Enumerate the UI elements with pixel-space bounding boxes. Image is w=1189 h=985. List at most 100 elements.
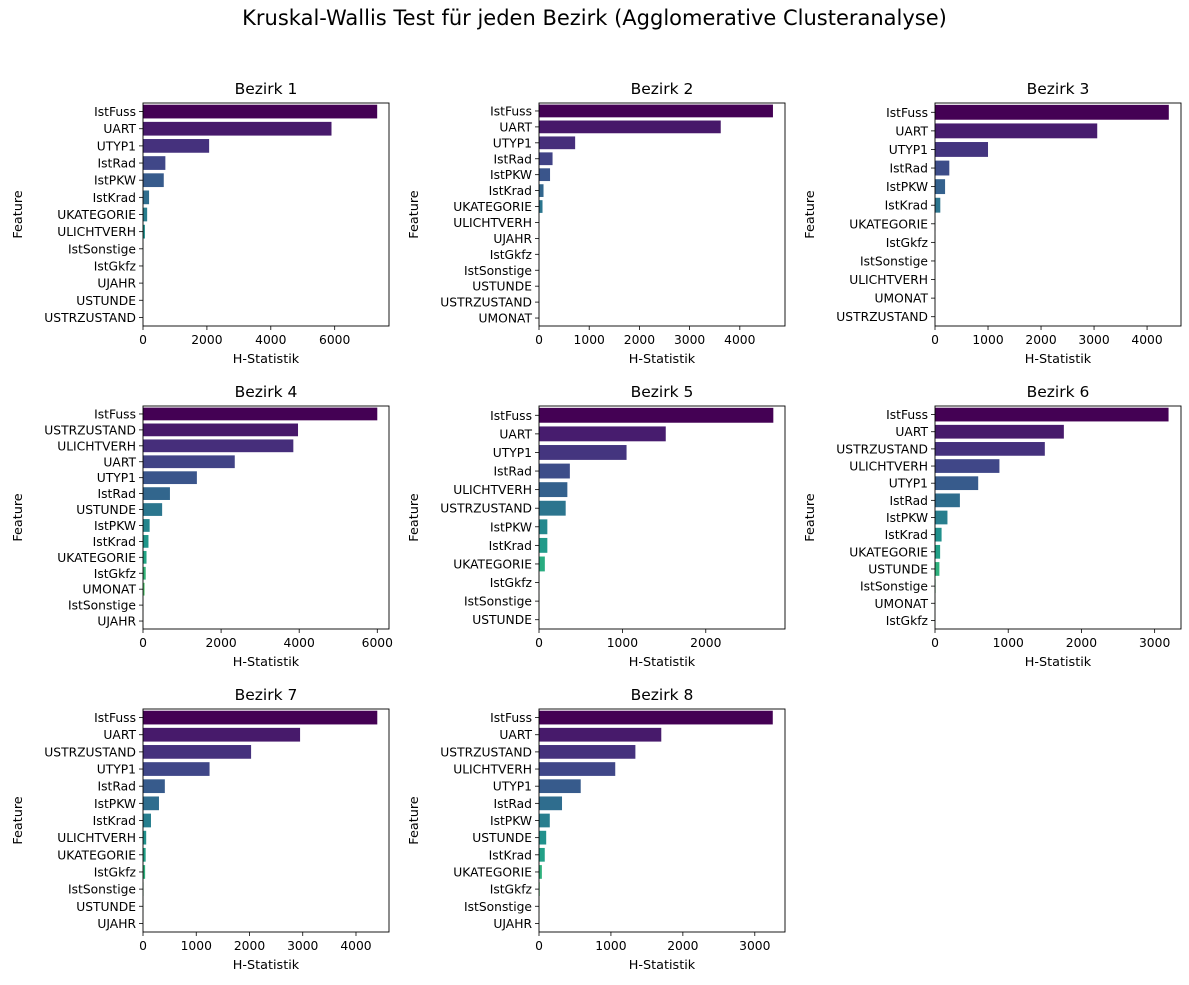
bar (935, 197, 941, 213)
x-tick-label: 0 (139, 636, 147, 650)
y-tick-label: IstSonstige (68, 599, 136, 613)
x-tick-label: 0 (139, 939, 147, 953)
bar (935, 160, 950, 176)
bar (539, 779, 581, 794)
x-tick-label: 2000 (234, 939, 265, 953)
y-tick-label: UMONAT (875, 597, 929, 611)
y-tick-label: USTUNDE (472, 613, 532, 627)
y-tick-label: IstKrad (489, 848, 532, 862)
bar (539, 152, 553, 166)
x-tick-label: 6000 (362, 636, 393, 650)
y-tick-label: IstSonstige (68, 242, 136, 256)
y-tick-label: IstPKW (886, 180, 928, 194)
y-tick-label: UKATEGORIE (453, 557, 532, 571)
subplot-6: IstFuss UART USTRZUSTAND ULICHTVERH UTYP1 Ist… (803, 383, 1182, 670)
bar (935, 104, 1169, 120)
bar (539, 445, 627, 460)
y-tick-label: USTRZUSTAND (440, 502, 532, 516)
x-tick-label: 4000 (724, 333, 755, 347)
bar (143, 779, 165, 794)
x-axis-label: H-Statistik (233, 958, 300, 973)
y-tick-label: IstSonstige (464, 900, 532, 914)
y-tick-label: IstSonstige (860, 254, 928, 268)
bar (143, 535, 149, 548)
y-tick-label: IstFuss (490, 104, 532, 118)
bar (143, 727, 301, 742)
y-tick-label: IstRad (98, 780, 136, 794)
bar (539, 482, 568, 498)
bar (143, 830, 147, 845)
subplot-3: IstFuss UART UTYP1 IstRad IstPKW IstKrad UKATE… (803, 80, 1182, 367)
subplot-1: IstFuss UART UTYP1 IstRad IstPKW IstKrad UKATE… (11, 80, 390, 367)
y-tick-label: IstSonstige (860, 580, 928, 594)
bar (143, 139, 210, 153)
y-axis-label: Feature (11, 190, 26, 238)
bar (539, 136, 576, 150)
x-tick-label: 2000 (1066, 636, 1097, 650)
bar (935, 459, 1000, 473)
y-tick-label: IstGkfz (94, 865, 136, 879)
x-tick-label: 1000 (181, 939, 212, 953)
x-tick-label: 2000 (1025, 333, 1056, 347)
x-tick-label: 2000 (690, 636, 721, 650)
x-tick-label: 3000 (287, 939, 318, 953)
y-tick-label: USTRZUSTAND (836, 442, 928, 456)
y-tick-label: UART (499, 120, 532, 134)
bar (143, 710, 378, 725)
y-tick-label: IstFuss (94, 711, 136, 725)
y-tick-label: UTYP1 (493, 780, 532, 794)
bar (935, 544, 941, 559)
y-tick-label: UART (103, 455, 136, 469)
y-tick-label: USTRZUSTAND (44, 423, 136, 437)
x-tick-label: 3000 (674, 333, 705, 347)
x-axis-label: H-Statistik (1025, 352, 1092, 367)
y-tick-label: ULICHTVERH (57, 439, 136, 453)
y-tick-label: UKATEGORIE (849, 545, 928, 559)
y-tick-label: USTRZUSTAND (440, 296, 532, 310)
y-tick-label: UART (895, 425, 928, 439)
y-tick-label: IstRad (494, 152, 532, 166)
x-axis-label: H-Statistik (233, 655, 300, 670)
subplot-7: IstFuss UART USTRZUSTAND UTYP1 IstRad IstPKW I… (11, 686, 390, 973)
y-tick-label: USTUNDE (76, 503, 136, 517)
x-tick-label: 0 (535, 939, 543, 953)
bar (539, 519, 548, 535)
axes-frame (142, 102, 390, 327)
x-axis-label: H-Statistik (629, 655, 696, 670)
y-tick-label: UJAHR (97, 615, 136, 629)
y-tick-label: UKATEGORIE (57, 208, 136, 222)
y-tick-label: IstFuss (886, 408, 928, 422)
bar (935, 424, 1064, 439)
x-tick-label: 0 (931, 636, 939, 650)
bar (539, 500, 566, 516)
y-tick-label: UTYP1 (97, 763, 136, 777)
x-tick-label: 3000 (739, 939, 770, 953)
bar (539, 200, 543, 213)
axes-frame (934, 405, 1182, 630)
bar (935, 179, 946, 195)
y-tick-label: ULICHTVERH (453, 763, 532, 777)
y-tick-label: USTRZUSTAND (44, 311, 136, 325)
x-axis-label: H-Statistik (629, 352, 696, 367)
bar (143, 224, 145, 239)
bar (539, 120, 721, 134)
x-tick-label: 2000 (191, 333, 222, 347)
y-tick-label: IstGkfz (490, 248, 532, 262)
y-tick-label: UART (103, 728, 136, 742)
y-tick-label: UTYP1 (493, 446, 532, 460)
bar (935, 562, 940, 576)
y-tick-label: IstPKW (490, 814, 532, 828)
x-tick-label: 3000 (1139, 636, 1170, 650)
y-tick-label: IstPKW (94, 519, 136, 533)
bar (143, 407, 378, 421)
y-axis-label: Feature (407, 493, 422, 541)
y-tick-label: ULICHTVERH (453, 216, 532, 230)
y-axis-label: Feature (803, 493, 818, 541)
y-tick-label: IstKrad (93, 814, 136, 828)
bar (143, 865, 146, 879)
bar (143, 455, 235, 469)
bar (539, 796, 563, 811)
bar (143, 503, 163, 516)
bar (143, 121, 332, 136)
subplot-title: Bezirk 7 (235, 686, 298, 704)
